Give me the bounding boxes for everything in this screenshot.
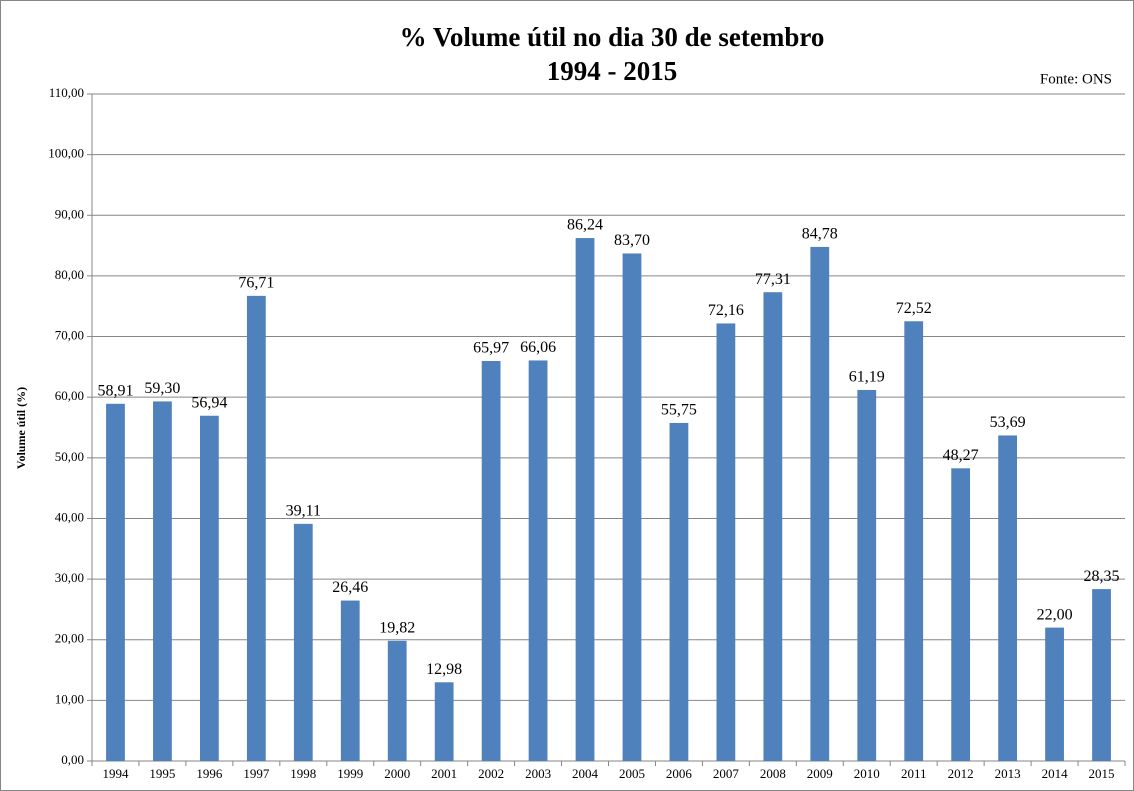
- x-tick-label: 2015: [1089, 766, 1115, 781]
- bar: [106, 403, 125, 761]
- y-tick-label: 40,00: [55, 509, 84, 524]
- chart-title: % Volume útil no dia 30 de setembro: [400, 22, 825, 52]
- value-label: 72,16: [708, 302, 744, 319]
- value-label: 61,19: [849, 369, 885, 386]
- y-tick-label: 20,00: [55, 631, 84, 646]
- x-tick-label: 1997: [243, 766, 270, 781]
- x-tick-label: 1994: [102, 766, 129, 781]
- value-label: 53,69: [990, 414, 1026, 431]
- y-tick-label: 90,00: [55, 206, 84, 221]
- x-tick-label: 2004: [572, 766, 599, 781]
- y-axis-label: Volume útil (%): [14, 387, 28, 469]
- y-tick-label: 100,00: [48, 146, 84, 161]
- bar: [293, 523, 313, 761]
- y-tick-label: 50,00: [55, 449, 84, 464]
- value-label: 66,06: [520, 339, 556, 356]
- x-tick-label: 2011: [901, 766, 927, 781]
- value-label: 39,11: [286, 503, 321, 520]
- bar: [857, 389, 877, 761]
- y-tick-label: 80,00: [55, 267, 84, 282]
- x-tick-label: 2002: [478, 766, 504, 781]
- value-label: 76,71: [238, 275, 274, 292]
- x-tick-label: 1998: [290, 766, 316, 781]
- y-tick-label: 10,00: [55, 691, 84, 706]
- value-label: 58,91: [97, 382, 133, 399]
- value-label: 56,94: [191, 394, 227, 411]
- bar: [716, 323, 736, 761]
- bar: [246, 295, 266, 761]
- value-label: 48,27: [943, 447, 979, 464]
- x-tick-label: 2010: [854, 766, 880, 781]
- bar: [951, 468, 971, 761]
- value-label: 59,30: [144, 380, 180, 397]
- x-tick-label: 2014: [1042, 766, 1069, 781]
- bar: [153, 401, 172, 761]
- chart-subtitle: 1994 - 2015: [547, 56, 678, 86]
- value-label: 28,35: [1084, 568, 1120, 585]
- bar: [528, 360, 548, 761]
- y-tick-label: 60,00: [55, 388, 84, 403]
- x-tick-label: 2012: [948, 766, 974, 781]
- x-tick-label: 1996: [196, 766, 223, 781]
- x-tick-label: 2009: [807, 766, 833, 781]
- bar: [575, 238, 595, 761]
- bar: [669, 422, 689, 761]
- y-tick-label: 70,00: [55, 328, 84, 343]
- x-tick-label: 1995: [149, 766, 175, 781]
- x-tick-label: 2006: [666, 766, 693, 781]
- source-note: Fonte: ONS: [1040, 71, 1112, 87]
- bar: [1092, 589, 1111, 761]
- x-tick-label: 2003: [525, 766, 551, 781]
- x-tick-label: 2008: [760, 766, 786, 781]
- bar: [199, 415, 219, 761]
- value-label: 86,24: [567, 217, 603, 234]
- bar: [481, 360, 501, 761]
- y-tick-label: 30,00: [55, 570, 84, 585]
- x-tick-label: 2001: [431, 766, 457, 781]
- bar: [622, 253, 642, 761]
- x-tick-label: 2013: [995, 766, 1021, 781]
- value-label: 65,97: [473, 340, 509, 357]
- bar: [763, 292, 783, 761]
- bar: [810, 246, 830, 761]
- value-label: 84,78: [802, 226, 838, 243]
- value-label: 77,31: [755, 271, 791, 288]
- bar: [1045, 627, 1064, 761]
- y-tick-label: 110,00: [49, 85, 84, 100]
- value-label: 12,98: [426, 661, 462, 678]
- value-label: 55,75: [661, 402, 697, 419]
- value-label: 72,52: [896, 300, 932, 317]
- x-tick-label: 2007: [713, 766, 740, 781]
- bar: [998, 435, 1018, 761]
- bar: [340, 600, 360, 761]
- value-label: 22,00: [1037, 606, 1073, 623]
- bar: [904, 321, 924, 761]
- x-tick-label: 2005: [619, 766, 645, 781]
- value-label: 26,46: [332, 579, 368, 596]
- y-tick-label: 0,00: [61, 752, 84, 767]
- x-tick-label: 1999: [337, 766, 363, 781]
- bar: [434, 682, 454, 761]
- x-tick-label: 2000: [384, 766, 410, 781]
- value-label: 83,70: [614, 232, 650, 249]
- value-label: 19,82: [379, 619, 415, 636]
- bar: [387, 640, 407, 761]
